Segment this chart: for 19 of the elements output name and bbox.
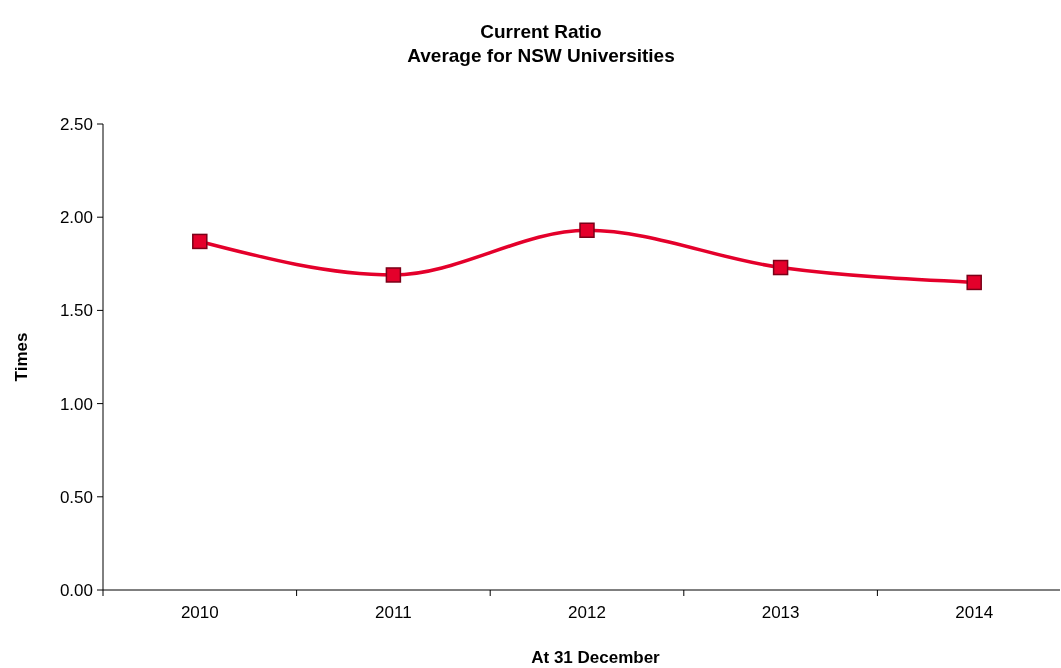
chart-title: Current Ratio Average for NSW Universities <box>407 21 675 66</box>
point <box>385 267 402 283</box>
x-tick-label: 2012 <box>568 603 606 622</box>
y-axis-title: Times <box>12 332 31 382</box>
point <box>192 233 208 250</box>
x-tick-label: 2011 <box>375 603 412 622</box>
y-tick-label: 2.00 <box>59 208 93 228</box>
x-tick-label: 2010 <box>180 603 219 622</box>
x-axis-title: At 31 December <box>531 648 661 667</box>
y-tick-label: 0.00 <box>59 580 93 600</box>
point <box>772 259 789 276</box>
y-tick-label: 2.50 <box>59 114 93 134</box>
point <box>966 274 982 291</box>
x-tick-label: 2013 <box>761 603 800 622</box>
point <box>579 222 595 238</box>
y-tick-label: 0.50 <box>59 487 93 507</box>
x-tick-label: 2014 <box>955 603 994 622</box>
y-tick-label: 1.50 <box>59 301 93 321</box>
y-tick-label: 1.00 <box>59 394 93 414</box>
